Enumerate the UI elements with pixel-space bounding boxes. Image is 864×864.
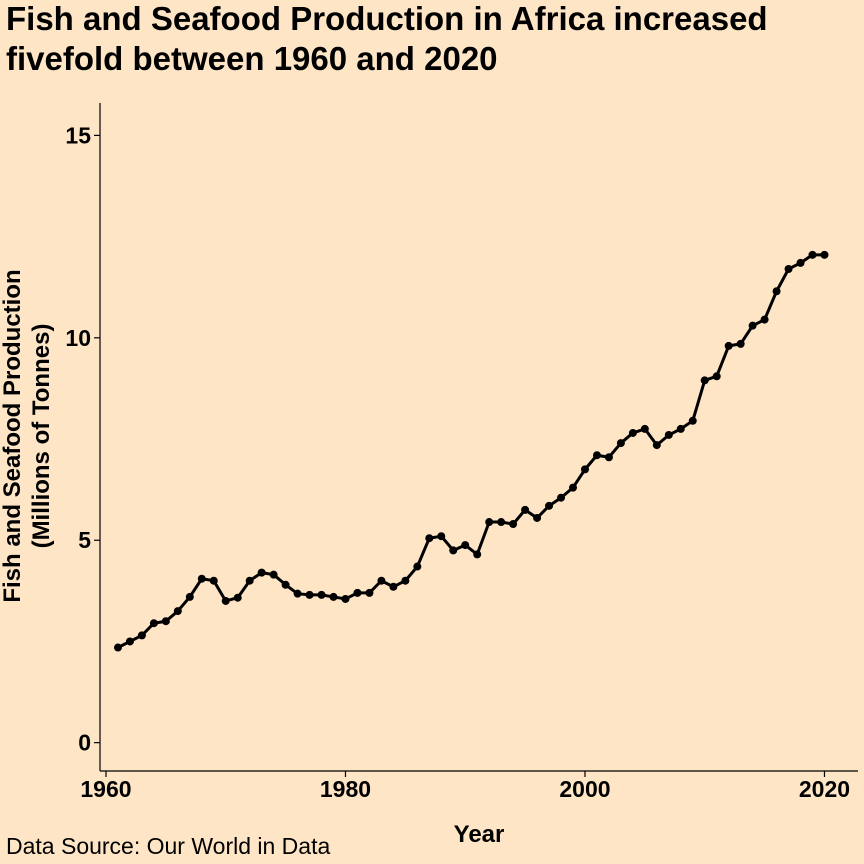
y-tick-label: 5 xyxy=(78,527,91,553)
data-point xyxy=(161,617,170,626)
data-point xyxy=(652,441,661,450)
data-point xyxy=(137,631,146,640)
data-point xyxy=(628,428,637,437)
x-tick-label: 1960 xyxy=(80,776,131,802)
y-axis-title-line-1: Fish and Seafood Production xyxy=(0,269,26,602)
x-tick-label: 2000 xyxy=(559,776,610,802)
data-point xyxy=(509,520,518,529)
data-point xyxy=(592,451,601,460)
data-point xyxy=(245,576,254,585)
data-point xyxy=(796,258,805,267)
data-point xyxy=(377,576,386,585)
y-tick-label: 0 xyxy=(78,730,91,756)
data-point xyxy=(185,592,194,601)
data-point xyxy=(173,607,182,616)
data-point xyxy=(125,637,134,646)
data-point xyxy=(221,596,230,605)
data-point xyxy=(688,416,697,425)
data-point xyxy=(353,588,362,597)
data-point xyxy=(197,574,206,583)
series-line xyxy=(117,253,825,649)
data-point xyxy=(209,576,218,585)
data-point xyxy=(413,562,422,571)
data-point xyxy=(389,582,398,591)
data-point xyxy=(449,546,458,555)
y-axis-title: Fish and Seafood Production (Millions of… xyxy=(0,269,55,602)
x-tick-label: 1980 xyxy=(320,776,371,802)
data-point xyxy=(760,315,769,324)
x-axis-title: Year xyxy=(454,821,505,848)
data-point xyxy=(676,424,685,433)
y-axis-title-line-2: (Millions of Tonnes) xyxy=(28,324,55,549)
data-point xyxy=(664,430,673,439)
data-source-caption: Data Source: Our World in Data xyxy=(6,833,330,859)
data-point xyxy=(281,580,290,589)
data-point xyxy=(820,250,829,259)
data-point xyxy=(724,341,733,350)
data-point xyxy=(580,465,589,474)
data-point xyxy=(533,513,542,522)
data-point xyxy=(640,424,649,433)
data-point xyxy=(604,453,613,462)
data-point xyxy=(233,593,242,602)
chart-title-line-2: fivefold between 1960 and 2020 xyxy=(6,40,498,77)
data-point xyxy=(437,532,446,541)
y-tick-label: 10 xyxy=(65,325,91,351)
data-point xyxy=(113,643,122,652)
data-point xyxy=(569,483,577,492)
plot-area xyxy=(113,250,829,652)
data-point xyxy=(425,534,434,543)
data-point xyxy=(545,501,554,510)
chart-title-line-1: Fish and Seafood Production in Africa in… xyxy=(6,0,768,37)
data-point xyxy=(293,589,302,598)
data-point xyxy=(401,576,410,585)
data-point xyxy=(149,619,158,628)
data-point xyxy=(461,541,470,550)
data-point xyxy=(557,493,566,502)
data-point xyxy=(329,592,338,601)
data-point xyxy=(485,518,494,527)
data-point xyxy=(317,590,326,599)
data-point xyxy=(305,590,314,599)
data-point xyxy=(772,287,781,296)
data-point xyxy=(521,505,530,514)
data-point xyxy=(700,376,709,385)
data-point xyxy=(736,339,745,348)
data-point xyxy=(341,594,350,603)
data-point xyxy=(748,321,757,330)
data-point xyxy=(269,570,278,579)
data-point xyxy=(257,568,266,577)
data-point xyxy=(497,518,506,527)
data-point xyxy=(616,439,625,448)
data-point xyxy=(365,588,374,597)
y-axis-ticks: 0 5 10 15 xyxy=(65,122,100,756)
x-tick-label: 2020 xyxy=(799,776,850,802)
y-tick-label: 15 xyxy=(65,122,91,148)
x-axis-ticks: 1960 1980 2000 2020 xyxy=(80,771,850,802)
data-point xyxy=(808,250,817,259)
data-point xyxy=(784,264,793,273)
data-point xyxy=(473,550,482,559)
data-point xyxy=(712,372,721,381)
